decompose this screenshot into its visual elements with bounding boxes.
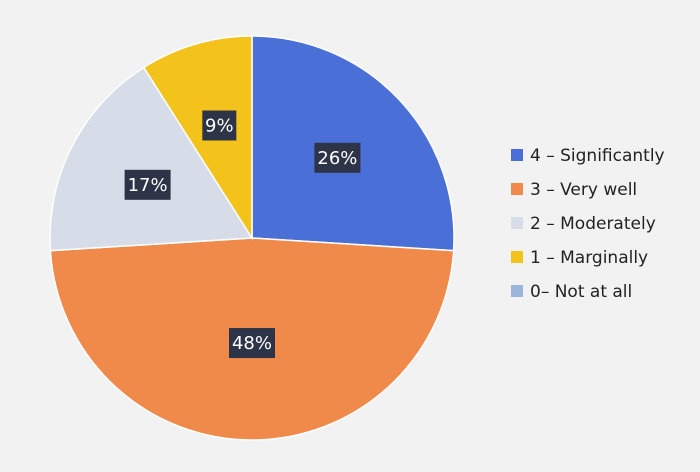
data-label-box <box>229 328 275 359</box>
legend-entry: 3 – Very well <box>511 180 637 200</box>
legend-label: 3 – Very well <box>530 180 637 200</box>
legend-entry: 4 – Significantly <box>511 146 665 166</box>
data-label: 26% <box>314 142 361 173</box>
legend-swatch <box>511 251 523 263</box>
legend-label: 0– Not at all <box>530 282 632 302</box>
legend-swatch <box>511 183 523 195</box>
data-label-text: 26% <box>317 148 357 169</box>
pie-data-labels: 26% 48% 17% 9% <box>124 110 361 359</box>
data-label-text: 17% <box>128 175 168 196</box>
legend-entry: 0– Not at all <box>511 282 632 302</box>
data-label-box <box>202 110 237 141</box>
legend-label: 4 – Significantly <box>530 146 665 166</box>
legend-swatch <box>511 285 523 297</box>
legend-label: 1 – Marginally <box>530 248 648 268</box>
legend-entry: 1 – Marginally <box>511 248 648 268</box>
legend-swatch <box>511 149 523 161</box>
data-label-text: 48% <box>232 333 272 354</box>
data-label: 48% <box>229 328 275 359</box>
data-label-box <box>314 142 361 173</box>
data-label: 17% <box>124 169 171 200</box>
legend-label: 2 – Moderately <box>530 214 656 234</box>
legend-entry: 2 – Moderately <box>511 214 656 234</box>
data-label-text: 9% <box>205 115 234 136</box>
pie-slice <box>142 35 253 241</box>
data-label: 9% <box>202 110 237 141</box>
pie-slice <box>49 66 254 252</box>
legend-swatch <box>511 217 523 229</box>
legend: 4 – Significantly 3 – Very well 2 – Modera… <box>511 146 665 302</box>
pie-slices <box>49 35 455 441</box>
data-label-box <box>124 169 171 200</box>
